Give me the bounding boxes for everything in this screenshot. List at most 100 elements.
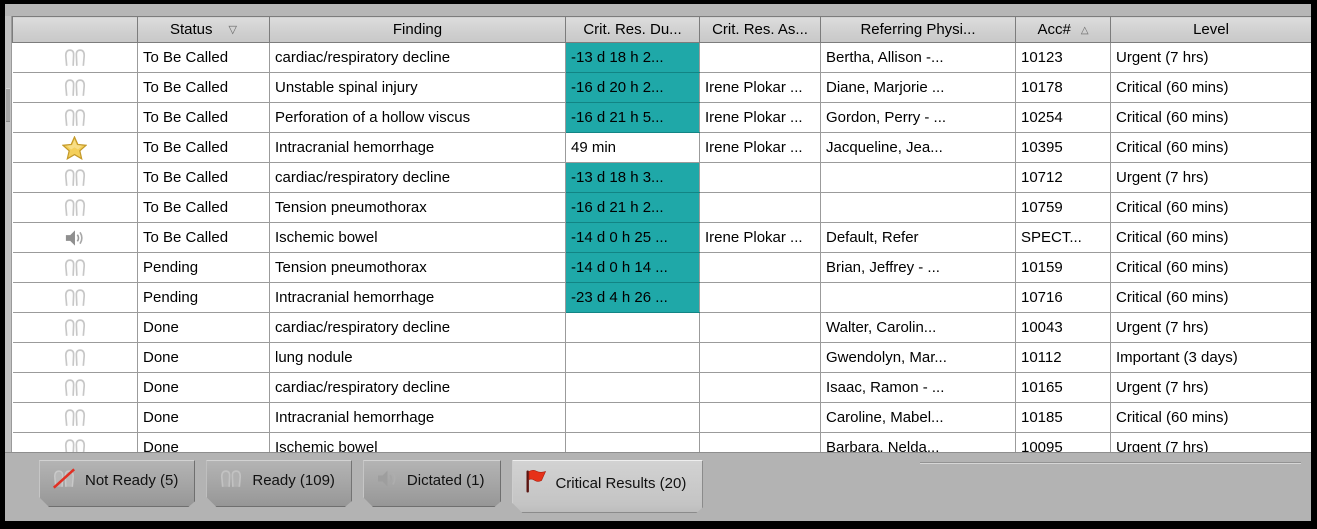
cell-status[interactable]: To Be Called <box>137 162 270 193</box>
table-row[interactable]: To Be Called Intracranial hemorrhage 49 … <box>12 132 1311 163</box>
cell-crit-res-assigned[interactable] <box>699 312 821 343</box>
cell-referring-physician[interactable]: Bertha, Allison -... <box>820 42 1016 73</box>
cell-referring-physician[interactable] <box>820 282 1016 313</box>
cell-status[interactable]: Done <box>137 312 270 343</box>
cell-acc[interactable]: 10043 <box>1015 312 1111 343</box>
cell-crit-res-assigned[interactable] <box>699 162 821 193</box>
cell-referring-physician[interactable]: Jacqueline, Jea... <box>820 132 1016 163</box>
cell-level[interactable]: Critical (60 mins) <box>1110 282 1311 313</box>
cell-acc[interactable]: 10254 <box>1015 102 1111 133</box>
cell-crit-res-assigned[interactable] <box>699 402 821 433</box>
cell-crit-res-due[interactable] <box>565 312 700 343</box>
cell-acc[interactable]: 10159 <box>1015 252 1111 283</box>
cell-crit-res-due[interactable]: -13 d 18 h 3... <box>565 162 700 193</box>
cell-crit-res-assigned[interactable]: Irene Plokar ... <box>699 222 821 253</box>
cell-finding[interactable]: Perforation of a hollow viscus <box>269 102 566 133</box>
cell-level[interactable]: Critical (60 mins) <box>1110 192 1311 223</box>
cell-level[interactable]: Urgent (7 hrs) <box>1110 42 1311 73</box>
cell-referring-physician[interactable]: Barbara, Nelda... <box>820 432 1016 452</box>
cell-status[interactable]: Done <box>137 372 270 403</box>
cell-finding[interactable]: Intracranial hemorrhage <box>269 132 566 163</box>
header-crit-res-due[interactable]: Crit. Res. Du... <box>565 16 700 43</box>
row-icon-cell[interactable] <box>12 102 138 133</box>
cell-finding[interactable]: Intracranial hemorrhage <box>269 402 566 433</box>
cell-level[interactable]: Important (3 days) <box>1110 342 1311 373</box>
cell-crit-res-due[interactable]: -23 d 4 h 26 ... <box>565 282 700 313</box>
cell-crit-res-assigned[interactable] <box>699 42 821 73</box>
cell-crit-res-due[interactable]: -14 d 0 h 25 ... <box>565 222 700 253</box>
tab-ready-109[interactable]: Ready (109) <box>206 460 352 507</box>
cell-referring-physician[interactable]: Diane, Marjorie ... <box>820 72 1016 103</box>
cell-crit-res-assigned[interactable]: Irene Plokar ... <box>699 72 821 103</box>
row-icon-cell[interactable] <box>12 192 138 223</box>
cell-referring-physician[interactable]: Gwendolyn, Mar... <box>820 342 1016 373</box>
cell-status[interactable]: To Be Called <box>137 72 270 103</box>
row-icon-cell[interactable] <box>12 432 138 452</box>
cell-acc[interactable]: 10123 <box>1015 42 1111 73</box>
table-row[interactable]: Done cardiac/respiratory decline Isaac, … <box>12 372 1311 403</box>
cell-acc[interactable]: 10165 <box>1015 372 1111 403</box>
row-icon-cell[interactable] <box>12 372 138 403</box>
row-icon-cell[interactable] <box>12 72 138 103</box>
header-row-icon[interactable] <box>12 16 138 43</box>
cell-acc[interactable]: 10112 <box>1015 342 1111 373</box>
table-row[interactable]: To Be Called cardiac/respiratory decline… <box>12 42 1311 73</box>
table-row[interactable]: To Be Called cardiac/respiratory decline… <box>12 162 1311 193</box>
cell-finding[interactable]: Ischemic bowel <box>269 432 566 452</box>
cell-crit-res-due[interactable]: -16 d 20 h 2... <box>565 72 700 103</box>
cell-acc[interactable]: 10395 <box>1015 132 1111 163</box>
row-icon-cell[interactable] <box>12 222 138 253</box>
cell-acc[interactable]: 10178 <box>1015 72 1111 103</box>
cell-referring-physician[interactable]: Isaac, Ramon - ... <box>820 372 1016 403</box>
cell-crit-res-due[interactable] <box>565 342 700 373</box>
cell-crit-res-assigned[interactable] <box>699 282 821 313</box>
cell-status[interactable]: Done <box>137 402 270 433</box>
cell-level[interactable]: Critical (60 mins) <box>1110 222 1311 253</box>
cell-referring-physician[interactable] <box>820 192 1016 223</box>
cell-referring-physician[interactable]: Walter, Carolin... <box>820 312 1016 343</box>
table-row[interactable]: Done lung nodule Gwendolyn, Mar... 10112… <box>12 342 1311 373</box>
cell-crit-res-due[interactable]: -16 d 21 h 5... <box>565 102 700 133</box>
cell-crit-res-assigned[interactable] <box>699 372 821 403</box>
cell-finding[interactable]: cardiac/respiratory decline <box>269 312 566 343</box>
row-icon-cell[interactable] <box>12 162 138 193</box>
cell-acc[interactable]: 10712 <box>1015 162 1111 193</box>
cell-referring-physician[interactable]: Brian, Jeffrey - ... <box>820 252 1016 283</box>
cell-level[interactable]: Urgent (7 hrs) <box>1110 162 1311 193</box>
cell-crit-res-due[interactable]: -14 d 0 h 14 ... <box>565 252 700 283</box>
row-icon-cell[interactable] <box>12 312 138 343</box>
table-row[interactable]: To Be Called Ischemic bowel -14 d 0 h 25… <box>12 222 1311 253</box>
cell-level[interactable]: Urgent (7 hrs) <box>1110 372 1311 403</box>
cell-finding[interactable]: lung nodule <box>269 342 566 373</box>
cell-crit-res-due[interactable]: -13 d 18 h 2... <box>565 42 700 73</box>
cell-finding[interactable]: Unstable spinal injury <box>269 72 566 103</box>
row-icon-cell[interactable] <box>12 282 138 313</box>
cell-acc[interactable]: SPECT... <box>1015 222 1111 253</box>
cell-crit-res-assigned[interactable] <box>699 192 821 223</box>
row-icon-cell[interactable] <box>12 402 138 433</box>
row-icon-cell[interactable] <box>12 132 138 163</box>
cell-crit-res-due[interactable]: -16 d 21 h 2... <box>565 192 700 223</box>
table-row[interactable]: Pending Intracranial hemorrhage -23 d 4 … <box>12 282 1311 313</box>
cell-status[interactable]: To Be Called <box>137 132 270 163</box>
cell-level[interactable]: Critical (60 mins) <box>1110 402 1311 433</box>
cell-crit-res-assigned[interactable] <box>699 432 821 452</box>
cell-level[interactable]: Urgent (7 hrs) <box>1110 312 1311 343</box>
tab-dictated-1[interactable]: Dictated (1) <box>363 460 502 507</box>
cell-crit-res-assigned[interactable]: Irene Plokar ... <box>699 102 821 133</box>
cell-finding[interactable]: Tension pneumothorax <box>269 252 566 283</box>
cell-level[interactable]: Urgent (7 hrs) <box>1110 432 1311 452</box>
cell-acc[interactable]: 10185 <box>1015 402 1111 433</box>
pane-splitter[interactable] <box>5 16 12 452</box>
cell-status[interactable]: To Be Called <box>137 102 270 133</box>
cell-acc[interactable]: 10716 <box>1015 282 1111 313</box>
cell-crit-res-due[interactable] <box>565 372 700 403</box>
cell-finding[interactable]: Ischemic bowel <box>269 222 566 253</box>
cell-crit-res-due[interactable] <box>565 432 700 452</box>
cell-crit-res-assigned[interactable]: Irene Plokar ... <box>699 132 821 163</box>
cell-acc[interactable]: 10759 <box>1015 192 1111 223</box>
header-level[interactable]: Level <box>1110 16 1311 43</box>
cell-finding[interactable]: cardiac/respiratory decline <box>269 42 566 73</box>
header-crit-res-assigned[interactable]: Crit. Res. As... <box>699 16 821 43</box>
row-icon-cell[interactable] <box>12 252 138 283</box>
